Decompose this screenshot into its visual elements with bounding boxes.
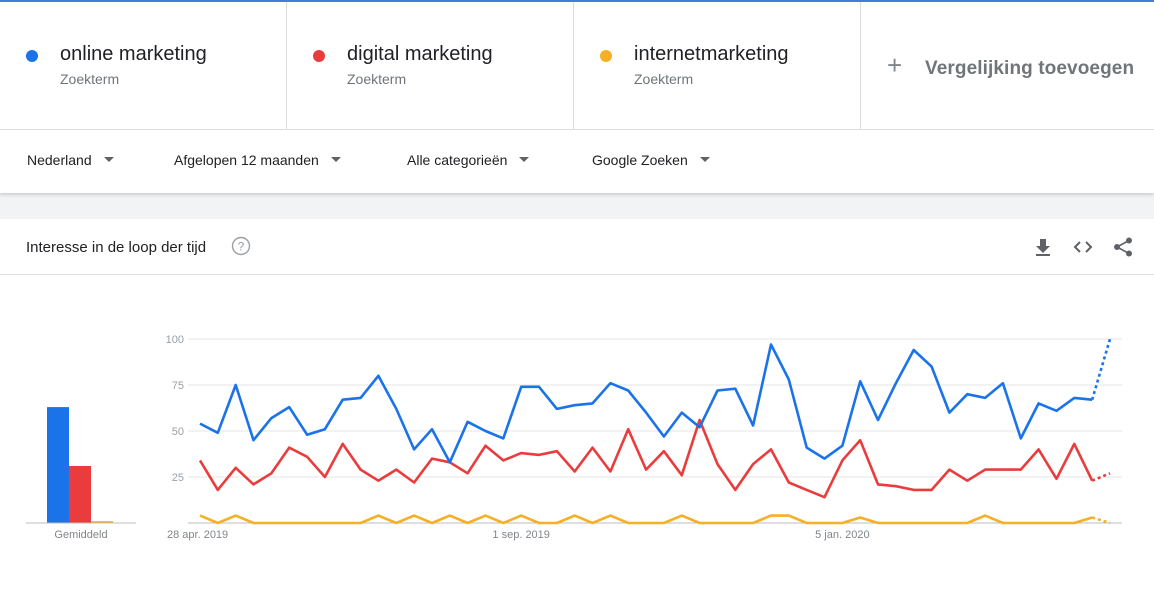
x-tick-label: 5 jan. 2020: [815, 529, 869, 541]
term-card-2[interactable]: digital marketing Zoekterm: [287, 2, 574, 129]
series-color-dot: [26, 50, 38, 62]
plus-icon: +: [887, 50, 903, 80]
series-color-dot: [313, 50, 325, 62]
term-card-3[interactable]: internetmarketing Zoekterm: [574, 2, 861, 129]
series-line: [198, 418, 1094, 499]
x-tick-label: 28 apr. 2019: [167, 529, 228, 541]
term-name: digital marketing: [347, 43, 493, 65]
search-terms-bar: online marketing Zoekterm digital market…: [0, 2, 1154, 130]
download-icon[interactable]: [1032, 236, 1054, 258]
caret-down-icon: [330, 156, 341, 162]
x-tick-label: 1 sep. 2019: [492, 529, 550, 541]
series-line: [199, 514, 1093, 525]
y-tick-label: 75: [172, 380, 184, 392]
filter-bar: Nederland Afgelopen 12 maanden Alle cate…: [0, 130, 1154, 193]
series-line: [199, 343, 1093, 464]
series-color-dot: [600, 50, 612, 62]
search-type-value: Google Zoeken: [592, 152, 688, 168]
share-icon[interactable]: [1112, 236, 1134, 258]
y-tick-label: 100: [166, 334, 184, 346]
interest-over-time-chart: 25 50 75 100 28 apr. 2019 1 sep. 2019 5 jan. 2…: [26, 334, 1122, 541]
region-value: Nederland: [27, 152, 92, 168]
add-comparison-button[interactable]: + Vergelijking toevoegen: [861, 2, 1154, 129]
term-name: internetmarketing: [634, 43, 789, 65]
category-dropdown[interactable]: Alle categorieën: [407, 152, 530, 168]
embed-code-icon[interactable]: [1072, 236, 1094, 258]
card-title: Interesse in de loop der tijd: [26, 239, 207, 256]
series-partial-segment: [1091, 516, 1111, 525]
time-range-dropdown[interactable]: Afgelopen 12 maanden: [174, 152, 341, 168]
caret-down-icon: [699, 156, 710, 162]
card-header: Interesse in de loop der tijd ?: [0, 219, 1154, 275]
add-comparison-label: Vergelijking toevoegen: [925, 58, 1135, 79]
term-type: Zoekterm: [347, 71, 407, 87]
interest-over-time-card: Interesse in de loop der tijd ? 25 50 75 10…: [0, 219, 1154, 612]
help-icon[interactable]: ?: [231, 236, 251, 256]
category-value: Alle categorieën: [407, 152, 508, 168]
term-type: Zoekterm: [634, 71, 694, 87]
y-tick-label: 50: [172, 426, 184, 438]
series-partial-segment: [1090, 338, 1112, 401]
average-bar: [91, 521, 113, 523]
region-dropdown[interactable]: Nederland: [27, 152, 114, 168]
top-accent-bar: [0, 0, 1154, 2]
caret-down-icon: [103, 156, 114, 162]
averages-label: Gemiddeld: [54, 529, 107, 541]
svg-text:?: ?: [238, 240, 245, 254]
y-tick-label: 25: [172, 472, 184, 484]
average-bar: [69, 465, 91, 523]
average-bar: [47, 407, 69, 523]
time-range-value: Afgelopen 12 maanden: [174, 152, 319, 168]
term-type: Zoekterm: [60, 71, 120, 87]
search-type-dropdown[interactable]: Google Zoeken: [592, 152, 710, 168]
caret-down-icon: [519, 156, 530, 162]
term-name: online marketing: [60, 43, 207, 65]
term-card-1[interactable]: online marketing Zoekterm: [0, 2, 287, 129]
